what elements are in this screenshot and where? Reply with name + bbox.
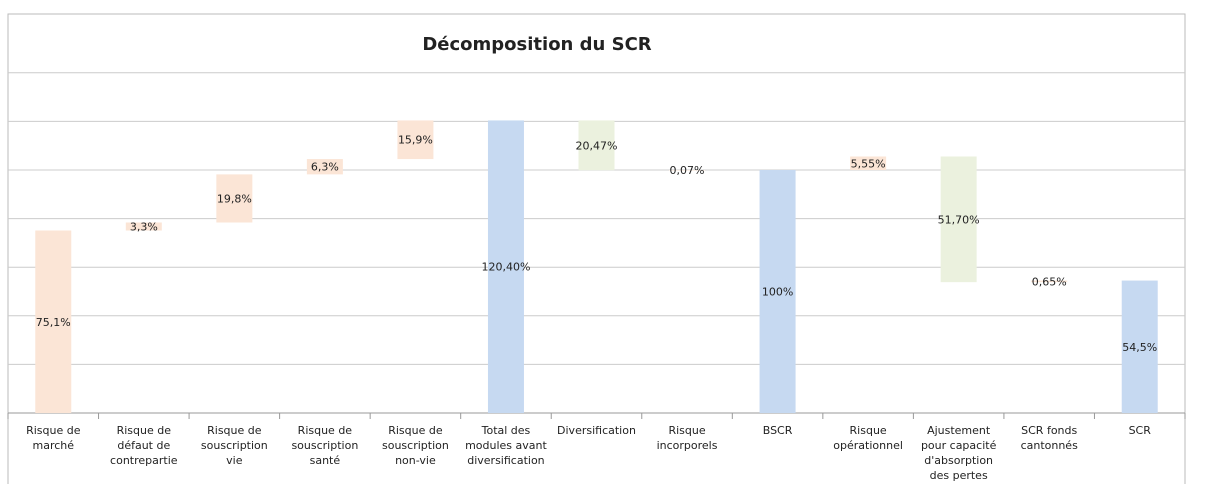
bar bbox=[125, 222, 162, 231]
value-label: 100% bbox=[762, 286, 793, 299]
value-label: 20,47% bbox=[576, 139, 618, 152]
x-tick-label: SCR bbox=[1128, 424, 1151, 437]
x-tick-label: Diversification bbox=[557, 424, 636, 437]
value-label: 75,1% bbox=[36, 316, 71, 329]
value-label: 6,3% bbox=[311, 161, 339, 174]
x-tick-label: Risque de souscription non-vie bbox=[381, 424, 449, 467]
bar bbox=[35, 230, 72, 413]
bar bbox=[487, 120, 524, 413]
bar bbox=[397, 120, 434, 160]
bar bbox=[306, 159, 343, 175]
chart-title: Décomposition du SCR bbox=[422, 34, 651, 55]
value-label: 0,07% bbox=[670, 164, 705, 177]
bar bbox=[578, 120, 615, 171]
x-tick-label: Risque incorporels bbox=[656, 424, 718, 452]
bar bbox=[1031, 280, 1068, 283]
x-tick-label: Risque de marché bbox=[26, 424, 81, 452]
bar bbox=[940, 156, 977, 283]
x-tick-label: Risque de souscription santé bbox=[291, 424, 359, 467]
bar bbox=[1121, 280, 1158, 413]
value-label: 19,8% bbox=[217, 192, 252, 205]
value-label: 120,40% bbox=[481, 261, 530, 274]
value-label: 0,65% bbox=[1032, 275, 1067, 288]
value-label: 51,70% bbox=[938, 213, 980, 226]
bar bbox=[669, 170, 706, 171]
bar bbox=[850, 156, 887, 170]
x-tick-label: Ajustement pour capacité d'absorption de… bbox=[920, 424, 997, 482]
bar bbox=[216, 174, 253, 223]
x-tick-label: Risque de souscription vie bbox=[200, 424, 268, 467]
value-label: 15,9% bbox=[398, 134, 433, 147]
x-tick-label: Risque opérationnel bbox=[833, 424, 903, 452]
value-label: 5,55% bbox=[851, 157, 886, 170]
value-label: 3,3% bbox=[130, 220, 158, 233]
x-tick-label: Total des modules avant diversification bbox=[465, 424, 547, 467]
x-tick-label: Risque de défaut de contrepartie bbox=[110, 424, 178, 467]
x-tick-label: SCR fonds cantonnés bbox=[1020, 424, 1078, 452]
chart-frame bbox=[7, 13, 1186, 484]
x-tick-label: BSCR bbox=[762, 424, 793, 437]
bar bbox=[759, 170, 796, 413]
value-label: 54,5% bbox=[1122, 341, 1157, 354]
